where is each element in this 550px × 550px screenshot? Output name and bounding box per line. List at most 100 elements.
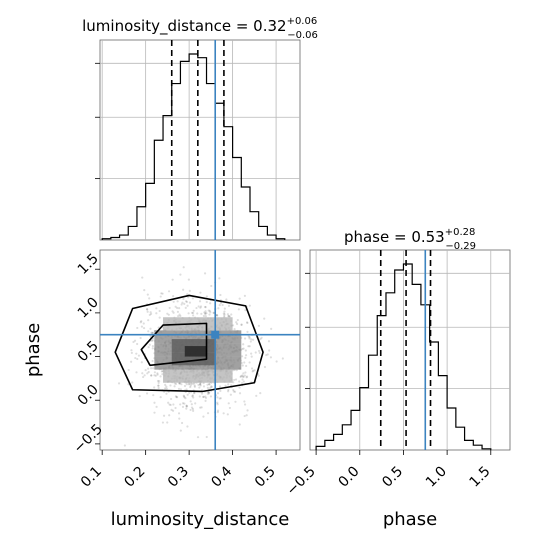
sample-point <box>202 314 206 318</box>
sample-point <box>212 311 215 314</box>
phase-histogram <box>315 263 492 450</box>
sample-point <box>179 388 182 391</box>
sample-point <box>151 347 154 350</box>
sample-point <box>238 380 241 383</box>
sample-point <box>226 313 230 316</box>
sample-point <box>160 292 163 295</box>
sample-point <box>169 403 172 407</box>
sample-point <box>178 306 181 310</box>
sample-point <box>236 318 239 322</box>
sample-point <box>179 273 182 276</box>
sample-point <box>169 397 173 401</box>
x-tick-label-1: 0.0 <box>336 464 363 491</box>
sample-point <box>248 337 251 340</box>
sample-point <box>148 297 151 300</box>
sample-point <box>238 386 241 389</box>
sample-point <box>186 293 189 296</box>
sample-point <box>192 314 195 317</box>
sample-point <box>175 395 178 399</box>
sample-point <box>257 374 260 377</box>
sample-point <box>168 414 171 417</box>
sample-point <box>173 382 176 385</box>
sample-point <box>227 304 231 307</box>
sample-point <box>232 388 235 392</box>
sample-point <box>146 308 149 311</box>
sample-point <box>197 305 200 308</box>
sample-point <box>183 402 186 405</box>
sample-point <box>142 375 145 379</box>
sample-point <box>176 306 179 310</box>
luminosity-distance-title: luminosity_distance = 0.32+0.06 −0.06 <box>82 16 318 41</box>
sample-point <box>149 327 152 330</box>
sample-point <box>167 290 171 293</box>
sample-point <box>190 382 193 385</box>
sample-point <box>223 313 226 316</box>
sample-point <box>185 405 189 408</box>
sample-point <box>178 313 181 316</box>
sample-point <box>151 359 154 363</box>
sample-point <box>205 435 208 439</box>
sample-point <box>246 330 249 333</box>
sample-point <box>175 396 179 399</box>
sample-point <box>253 369 256 372</box>
sample-point <box>199 384 202 387</box>
sample-point <box>172 300 175 303</box>
sample-point <box>156 379 160 383</box>
sample-point <box>155 405 158 408</box>
sample-point <box>210 385 213 388</box>
sample-point <box>140 325 144 328</box>
sample-point <box>207 309 210 312</box>
sample-point <box>205 300 208 304</box>
sample-point <box>184 300 188 303</box>
sample-point <box>134 356 137 360</box>
sample-point <box>209 386 212 389</box>
sample-point <box>153 374 156 377</box>
sample-point <box>207 390 210 394</box>
sample-point <box>244 356 247 359</box>
sample-point <box>204 399 207 402</box>
sample-point <box>149 311 152 314</box>
sample-point <box>281 357 284 360</box>
sample-point <box>243 374 246 377</box>
density-cell-0 <box>163 369 233 383</box>
sample-point <box>163 387 167 390</box>
sample-point <box>239 375 243 378</box>
sample-point <box>199 406 202 409</box>
sample-point <box>179 314 182 318</box>
sample-point <box>244 371 247 374</box>
y-tick-label-4: 1.5 <box>75 251 102 278</box>
sample-point <box>218 303 221 307</box>
sample-point <box>238 392 242 395</box>
sample-point <box>241 375 244 378</box>
sample-point <box>188 289 191 293</box>
sample-point <box>247 345 250 348</box>
sample-point <box>223 314 226 318</box>
sample-point <box>237 308 240 311</box>
sample-point <box>141 372 144 375</box>
sample-point <box>249 340 252 343</box>
sample-point <box>219 397 222 400</box>
sample-point <box>240 382 244 385</box>
sample-point <box>204 396 208 399</box>
sample-point <box>222 412 225 415</box>
sample-point <box>137 354 141 357</box>
sample-point <box>157 386 160 390</box>
y-tick-label-2: 0.5 <box>75 338 102 365</box>
sample-point <box>208 382 211 386</box>
sample-point <box>206 412 210 415</box>
sample-point <box>245 364 248 368</box>
sample-point <box>204 310 207 313</box>
sample-point <box>185 405 188 408</box>
contour-level-1 <box>114 294 264 393</box>
sample-point <box>152 394 155 397</box>
sample-point <box>136 326 139 330</box>
sample-point <box>155 307 158 310</box>
sample-point <box>250 338 253 341</box>
sample-point <box>218 385 222 388</box>
sample-point <box>188 391 191 394</box>
sample-point <box>153 411 156 414</box>
sample-point <box>174 395 178 398</box>
sample-point <box>156 372 159 375</box>
sample-point <box>185 300 189 303</box>
sample-point <box>142 326 146 330</box>
